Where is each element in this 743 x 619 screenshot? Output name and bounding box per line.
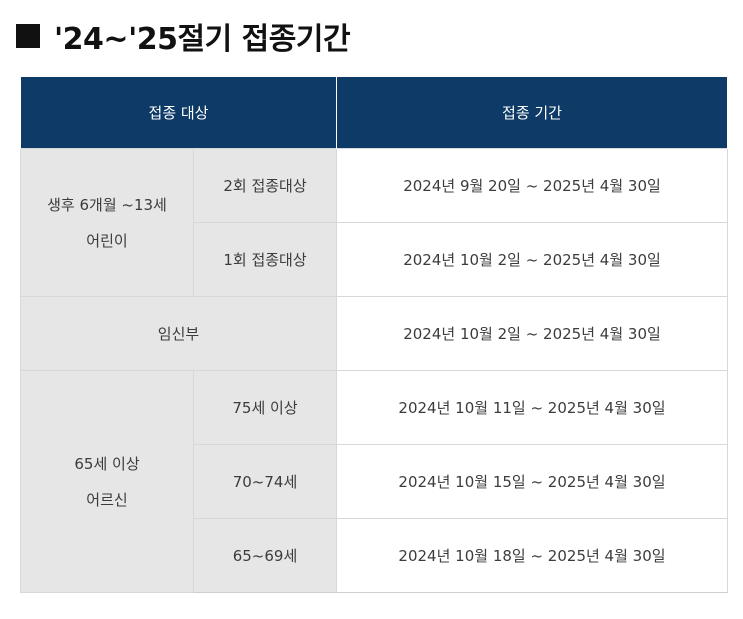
subgroup-label: 2회 접종대상 (193, 148, 337, 223)
table-row: 생후 6개월 ~13세 어린이 2회 접종대상 2024년 9월 20일 ~ 2… (20, 148, 728, 297)
group-elderly-label: 65세 이상 어르신 (20, 370, 194, 593)
page-title: '24~'25절기 접종기간 (54, 22, 351, 57)
table-row: 70~74세 2024년 10월 15일 ~ 2025년 4월 30일 (21, 444, 728, 519)
group-children-label-line1: 생후 6개월 ~13세 (47, 195, 167, 214)
subgroup-label: 65~69세 (193, 518, 337, 593)
period-cell: 2024년 10월 11일 ~ 2025년 4월 30일 (336, 370, 728, 445)
period-cell: 2024년 10월 2일 ~ 2025년 4월 30일 (336, 222, 728, 297)
group-pregnant-label: 임신부 (20, 296, 337, 371)
period-cell: 2024년 10월 15일 ~ 2025년 4월 30일 (336, 444, 728, 519)
header-target: 접종 대상 (20, 77, 337, 149)
square-bullet-icon (16, 24, 40, 48)
table-row: 65~69세 2024년 10월 18일 ~ 2025년 4월 30일 (21, 518, 728, 593)
subgroup-label: 1회 접종대상 (193, 222, 337, 297)
group-elderly-label-line2: 어르신 (86, 490, 128, 509)
vaccination-schedule-table: 접종 대상 접종 기간 생후 6개월 ~13세 어린이 2회 접종대상 2024… (20, 77, 728, 593)
group-children-label-line2: 어린이 (86, 231, 128, 250)
group-elderly-label-line1: 65세 이상 (74, 454, 140, 473)
period-cell: 2024년 10월 2일 ~ 2025년 4월 30일 (336, 296, 728, 371)
table-header-row: 접종 대상 접종 기간 (20, 77, 728, 149)
section-heading: '24~'25절기 접종기간 (16, 14, 351, 58)
period-cell: 2024년 10월 18일 ~ 2025년 4월 30일 (336, 518, 728, 593)
header-period: 접종 기간 (336, 77, 728, 149)
subgroup-label: 75세 이상 (193, 370, 337, 445)
table-row: 임신부 2024년 10월 2일 ~ 2025년 4월 30일 (20, 296, 728, 371)
subgroup-label: 70~74세 (193, 444, 337, 519)
table-row: 65세 이상 어르신 75세 이상 2024년 10월 11일 ~ 2025년 … (20, 370, 728, 593)
group-children-label: 생후 6개월 ~13세 어린이 (20, 148, 194, 297)
period-cell: 2024년 9월 20일 ~ 2025년 4월 30일 (336, 148, 728, 223)
table-row: 1회 접종대상 2024년 10월 2일 ~ 2025년 4월 30일 (21, 222, 728, 297)
